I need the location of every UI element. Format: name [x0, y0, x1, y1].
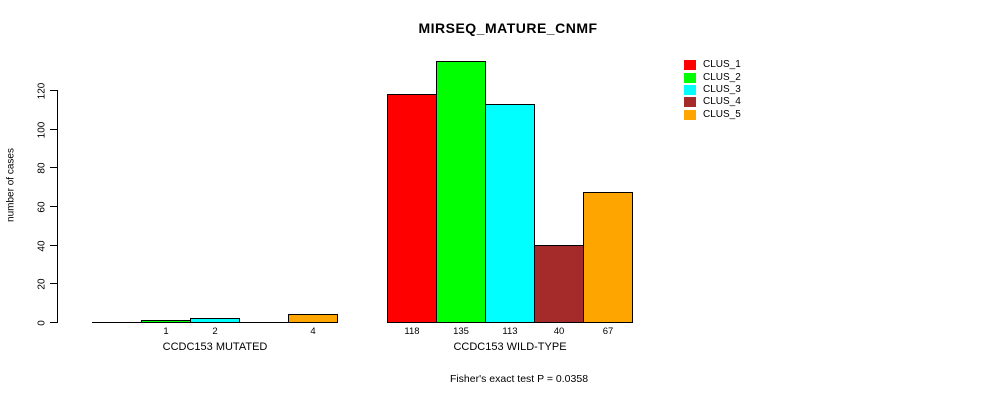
- y-tick-label: 20: [36, 277, 48, 290]
- y-tick-mark: [50, 167, 57, 168]
- group-label-wildtype: CCDC153 WILD-TYPE: [453, 341, 567, 353]
- group-label-mutated: CCDC153 MUTATED: [162, 341, 268, 353]
- y-tick-mark: [50, 129, 57, 130]
- y-tick-mark: [50, 90, 57, 91]
- legend-label: CLUS_5: [703, 108, 741, 120]
- legend-swatch-clus_5: [684, 109, 696, 120]
- legend-entry: CLUS_3: [684, 84, 741, 96]
- y-axis-label: number of cases: [5, 148, 17, 222]
- bar-clus_5: [583, 192, 633, 323]
- bar-value-label: 135: [453, 326, 469, 337]
- legend-label: CLUS_1: [703, 59, 741, 71]
- y-tick-mark: [50, 283, 57, 284]
- legend-label: CLUS_3: [703, 83, 741, 95]
- bar-clus_3: [190, 318, 240, 323]
- bar-value-label: 2: [212, 326, 218, 337]
- y-tick-mark: [50, 245, 57, 246]
- legend-swatch-clus_2: [684, 72, 696, 83]
- y-tick-label: 0: [36, 319, 48, 326]
- bar-value-label: 67: [602, 326, 614, 337]
- y-tick-label: 60: [36, 200, 48, 213]
- y-tick-label: 100: [36, 121, 48, 138]
- y-axis-line: [57, 90, 58, 323]
- bar-value-label: 40: [553, 326, 565, 337]
- legend-label: CLUS_4: [703, 96, 741, 108]
- legend-swatch-clus_3: [684, 84, 696, 95]
- y-tick-mark: [50, 322, 57, 323]
- footnote-pvalue: Fisher's exact test P = 0.0358: [449, 373, 589, 385]
- legend-swatch-clus_4: [684, 97, 696, 108]
- y-tick-label: 80: [36, 161, 48, 174]
- bar-value-label: 118: [404, 326, 420, 337]
- legend-entry: CLUS_2: [684, 71, 741, 83]
- legend-entry: CLUS_5: [684, 109, 741, 121]
- bar-clus_4: [239, 322, 289, 323]
- legend-entry: CLUS_4: [684, 96, 741, 108]
- bar-clus_4: [534, 245, 584, 323]
- y-tick-label: 120: [36, 82, 48, 99]
- bar-clus_5: [288, 314, 338, 323]
- bar-value-label: 113: [502, 326, 518, 337]
- bar-clus_1: [387, 94, 437, 323]
- legend-swatch-clus_1: [684, 60, 696, 71]
- legend: CLUS_1 CLUS_2 CLUS_3 CLUS_4 CLUS_5: [684, 59, 741, 121]
- legend-entry: CLUS_1: [684, 59, 741, 71]
- bar-clus_3: [485, 104, 535, 323]
- bar-value-label: 1: [163, 326, 169, 337]
- y-tick-label: 40: [36, 239, 48, 252]
- bar-clus_1: [92, 322, 142, 323]
- chart-title: MIRSEQ_MATURE_CNMF: [418, 20, 598, 36]
- y-tick-mark: [50, 206, 57, 207]
- bar-clus_2: [141, 320, 191, 323]
- bar-clus_2: [436, 61, 486, 323]
- bar-value-label: 4: [310, 326, 316, 337]
- legend-label: CLUS_2: [703, 71, 741, 83]
